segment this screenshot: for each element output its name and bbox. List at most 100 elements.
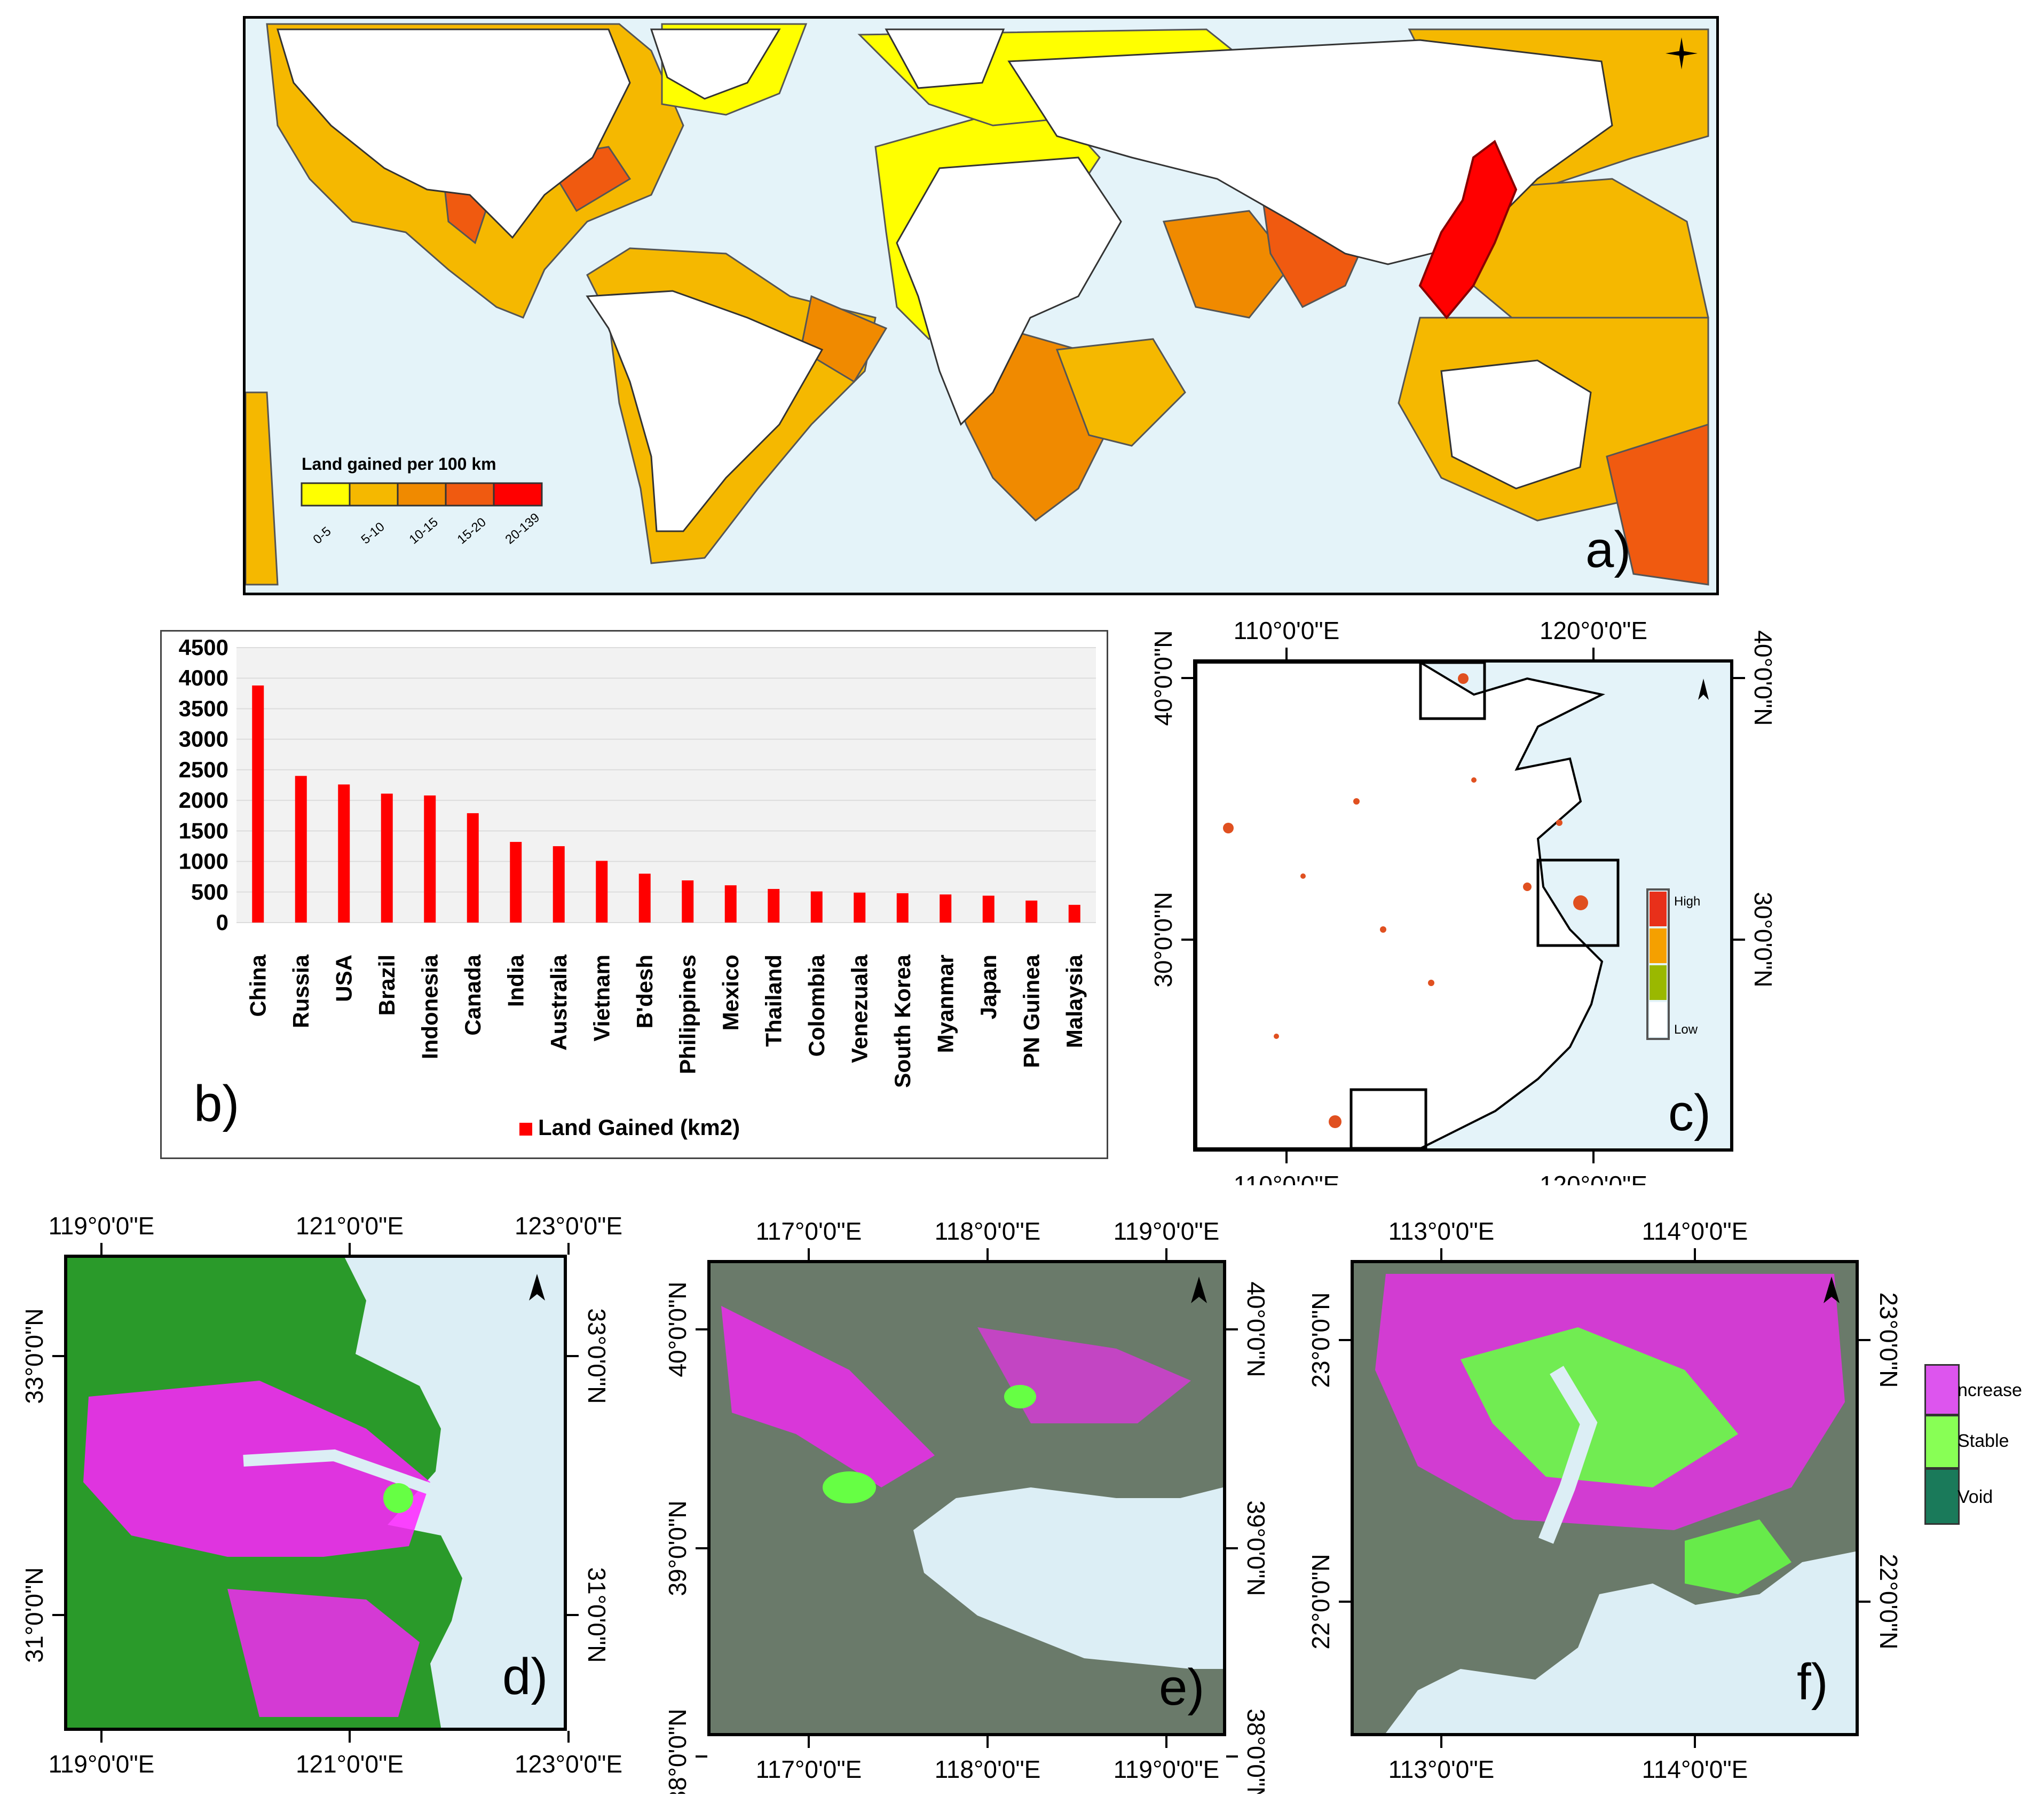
bar-indonesia (424, 795, 436, 923)
y-tick-label: 1000 (179, 849, 228, 874)
legend-f-item-increase (1924, 1364, 1960, 1415)
lon-label-top: 123°0'0"E (515, 1212, 622, 1240)
legend-c-swatch (1650, 928, 1667, 963)
lon-label-bottom: 119°0'0"E (1114, 1755, 1220, 1783)
panel-d-graticule: 119°0'0"E 121°0'0"E 123°0'0"E 119°0'0"E 121°… (20, 1212, 622, 1778)
lat-label-right: 40°0'0"N (1749, 630, 1777, 726)
lat-label-left: 31°0'0"N (20, 1567, 48, 1663)
bar-australia (553, 846, 565, 923)
legend-f-label-void: Void (1958, 1487, 1993, 1507)
panel-c-china-map: High Low 110°0'0"E 120°0'0"E 110°0'0"E 120°0… (1110, 598, 2042, 1185)
lon-label-top: 120°0'0"E (1540, 617, 1647, 644)
panel-d-graphic (67, 1258, 545, 1728)
lon-label-bottom: 119°0'0"E (49, 1750, 155, 1778)
bar-china (252, 685, 264, 923)
legend-a-class-label: 20-139 (503, 510, 543, 547)
bar-brazil (381, 793, 393, 923)
category-label: Russia (288, 954, 313, 1028)
category-label: Thailand (761, 955, 786, 1047)
panel-letter-c: c) (1668, 1084, 1711, 1141)
bar-india (510, 841, 522, 923)
panel-e-frame: e) (707, 1260, 1226, 1736)
lon-label-bottom: 118°0'0"E (935, 1755, 1041, 1783)
north-arrow-icon (1191, 1277, 1207, 1303)
y-tick-label: 2000 (179, 787, 228, 813)
legend-a-class-label: 10-15 (407, 515, 441, 547)
category-label: Myanmar (933, 955, 958, 1053)
inset-box-e (1419, 663, 1486, 720)
panel-b-bar-chart: 0 500 1000 1500 2000 2500 3000 3500 4000 4500 Chin… (160, 630, 1108, 1159)
category-label: PN Guinea (1019, 954, 1044, 1068)
lat-label-right: 22°0'0"N (1875, 1554, 1903, 1649)
lon-label-bottom: 117°0'0"E (756, 1755, 862, 1783)
legend-a-class-label: 15-20 (455, 515, 489, 547)
panel-f-frame: f) (1351, 1260, 1859, 1736)
lat-label-right: 30°0'0"N (1749, 892, 1777, 987)
bar-south-korea (896, 893, 909, 923)
y-tick-label: 3000 (179, 727, 228, 752)
legend-c: High Low (1646, 888, 1700, 1040)
stable-zone-f (1461, 1327, 1738, 1487)
lat-label-left: 22°0'0"N (1307, 1554, 1335, 1649)
legend-f-item-void (1924, 1468, 1960, 1525)
plot-area (236, 648, 1096, 923)
increase-zone-d (83, 1381, 430, 1557)
category-label: Malaysia (1062, 954, 1087, 1048)
north-arrow-icon (1824, 1277, 1840, 1303)
bar-vietnam (596, 861, 608, 923)
category-label: Brazil (374, 955, 399, 1015)
increase-zone-e (721, 1306, 935, 1487)
bar-chart-svg: 0 500 1000 1500 2000 2500 3000 3500 4000 4500 Chin… (179, 635, 1096, 1140)
panel-letter-f: f) (1797, 1653, 1828, 1711)
legend-a-class-label: 5-10 (359, 519, 388, 547)
legend-c-frame (1646, 888, 1670, 1040)
legend-a-swatch (349, 482, 399, 507)
category-label: China (245, 954, 270, 1017)
panel-letter-d: d) (502, 1648, 548, 1705)
stable-zone-f2 (1685, 1519, 1792, 1594)
legend-a-swatch (301, 482, 351, 507)
y-tick-label: 1500 (179, 818, 228, 843)
category-label: Indonesia (417, 954, 442, 1059)
bar-b-desh (638, 873, 651, 923)
legend-a-title: Land gained per 100 km (302, 454, 496, 474)
y-tick-label: 3500 (179, 696, 228, 721)
lat-label-left: 30°0'0"N (1149, 892, 1177, 987)
lon-label-top: 117°0'0"E (756, 1217, 862, 1245)
legend-c-swatch (1650, 892, 1667, 926)
bar-colombia (810, 891, 823, 923)
lon-label-bottom: 123°0'0"E (515, 1750, 622, 1778)
panel-e-map: e) 117°0'0"E 118°0'0"E 119°0'0"E 117°0'0"E 1… (641, 1175, 1281, 1794)
lat-label-left: 40°0'0"N (1149, 630, 1177, 726)
bar-myanmar (940, 894, 952, 923)
lat-label-left: 33°0'0"N (20, 1308, 48, 1404)
panel-d-map: d) 119°0'0"E 121°0'0"E 123°0'0"E 119°0'0"E 1… (0, 1175, 641, 1794)
lon-label-top: 119°0'0"E (1114, 1217, 1220, 1245)
legend-f-label-stable: Stable (1958, 1431, 2009, 1451)
legend-b-swatch (519, 1123, 532, 1136)
china-land (1196, 663, 1605, 1148)
bar-mexico (724, 885, 737, 923)
lat-label-left: 39°0'0"N (664, 1500, 691, 1596)
lon-label-top: 114°0'0"E (1642, 1217, 1748, 1245)
panel-letter-e: e) (1159, 1659, 1205, 1716)
lat-label-right: 31°0'0"N (583, 1567, 611, 1663)
category-label: Colombia (804, 954, 829, 1057)
lat-label-left: 40°0'0"N (664, 1281, 691, 1377)
panel-e-graticule: 117°0'0"E 118°0'0"E 119°0'0"E 117°0'0"E 118°… (664, 1217, 1270, 1794)
y-tick-label: 2500 (179, 757, 228, 782)
bar-venezuala (854, 892, 866, 923)
legend-f-item-stable (1924, 1415, 1960, 1469)
category-label: Mexico (718, 955, 743, 1030)
world-map-graphic: Land gained per 100 km 0-5 5-10 10-15 15-20… (246, 23, 1709, 586)
stable-zone-d (383, 1483, 413, 1513)
inset-box-d (1536, 858, 1620, 947)
category-label: Vietnam (589, 955, 614, 1042)
legend-f-label-increase: ncrease (1958, 1380, 2022, 1400)
bar-thailand (768, 889, 780, 923)
lon-label-bottom: 114°0'0"E (1642, 1755, 1748, 1783)
lat-label-left: 38°0'0"N (664, 1708, 691, 1794)
category-label: Venezuala (847, 954, 872, 1063)
inset-box-f (1349, 1088, 1427, 1148)
lon-label-top: 119°0'0"E (49, 1212, 155, 1240)
